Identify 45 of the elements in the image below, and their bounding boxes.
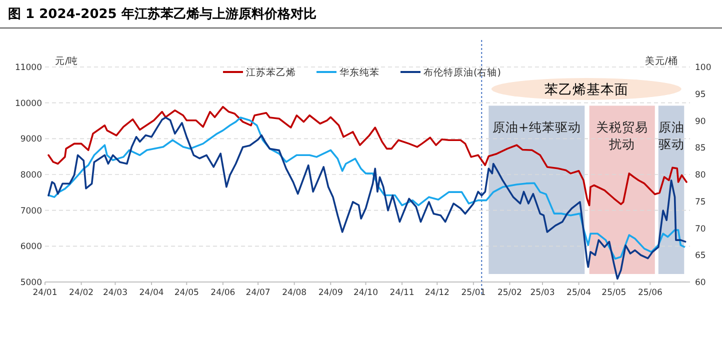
x-tick-label: 24/10	[353, 288, 378, 298]
y2-tick-label: 60	[695, 278, 706, 288]
band-label: 原油驱动	[658, 120, 684, 152]
y-tick-label: 7000	[20, 206, 42, 216]
x-tick-label: 25/03	[530, 288, 555, 298]
x-tick-label: 24/04	[139, 288, 164, 298]
y2-tick-label: 65	[695, 251, 706, 262]
y2-tick-label: 90	[695, 116, 706, 127]
y2-tick-label: 80	[695, 170, 706, 180]
y-tick-label: 6000	[20, 242, 42, 252]
y2-tick-label: 95	[695, 90, 706, 100]
y2-axis-title: 美元/桶	[644, 55, 678, 67]
y-tick-label: 10000	[14, 98, 42, 109]
y-tick-label: 9000	[20, 134, 42, 145]
y-tick-label: 8000	[20, 170, 42, 180]
x-tick-label: 24/01	[32, 288, 58, 298]
x-tick-label: 24/05	[174, 288, 199, 298]
y2-tick-label: 75	[695, 197, 706, 208]
y-tick-label: 5000	[20, 278, 42, 288]
x-tick-label: 25/01	[461, 288, 486, 298]
y-tick-label: 11000	[14, 63, 42, 73]
legend-label: 华东纯苯	[340, 66, 380, 78]
y2-tick-label: 85	[695, 144, 706, 154]
x-tick-label: 25/02	[497, 288, 522, 298]
chart-title: 图 1 2024-2025 年江苏苯乙烯与上游原料价格对比	[8, 6, 316, 22]
x-tick-label: 24/09	[318, 288, 343, 298]
x-tick-label: 25/05	[602, 288, 626, 298]
x-tick-label: 24/11	[390, 288, 414, 298]
annotation: 苯乙烯基本面	[544, 82, 628, 98]
x-tick-label: 24/12	[424, 288, 450, 298]
legend-label: 江苏苯乙烯	[246, 66, 296, 78]
y-axis-title: 元/吨	[55, 55, 78, 67]
x-tick-label: 24/02	[69, 288, 94, 298]
x-tick-label: 24/07	[246, 288, 270, 298]
y2-tick-label: 100	[695, 63, 712, 73]
x-tick-label: 24/03	[102, 288, 128, 298]
x-tick-label: 24/06	[210, 288, 236, 298]
legend-label: 布伦特原油(右轴)	[424, 66, 501, 78]
band-label: 关税贸易扰动	[596, 120, 648, 152]
line-series	[48, 106, 688, 206]
x-tick-label: 25/06	[638, 288, 662, 298]
x-tick-label: 24/08	[282, 288, 307, 298]
x-tick-label: 25/04	[566, 288, 592, 298]
y2-tick-label: 70	[695, 224, 706, 234]
band-label: 原油+纯苯驱动	[492, 120, 581, 135]
